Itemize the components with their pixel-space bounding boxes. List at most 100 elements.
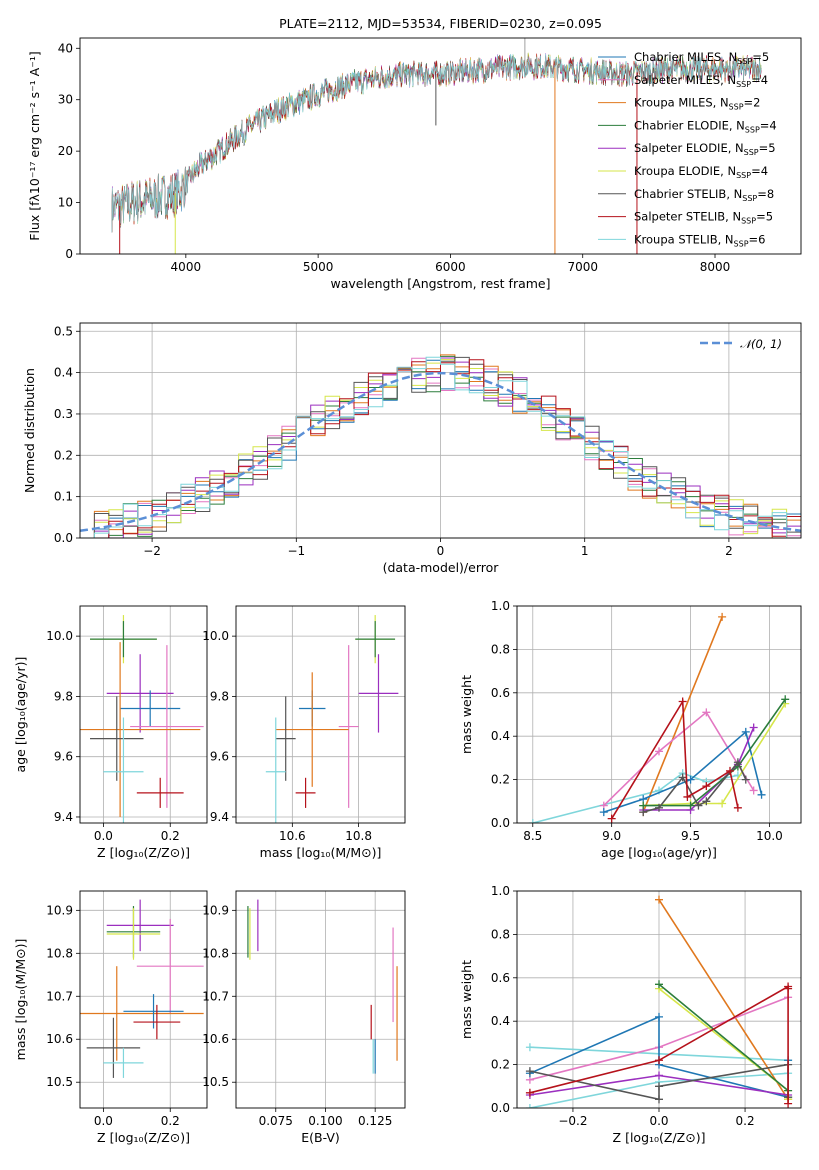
legend-count: =4 — [760, 118, 777, 132]
plus-marker — [655, 895, 663, 904]
legend-label: Salpeter ELODIE, NSSP=5 — [634, 141, 776, 157]
age-vs-mass-panel: 10.6 10.8 9.4 9.6 9.8 10.0 mass [log₁₀(M/M⊙)] — [202, 605, 406, 860]
plus-marker — [655, 1095, 663, 1104]
x-axis-label: E(B-V) — [301, 1130, 340, 1145]
axes-frame — [516, 890, 802, 1109]
y-tick-label: 0 — [65, 247, 73, 261]
legend-count: =5 — [752, 50, 769, 64]
legend-label: Chabrier MILES, NSSP=5 — [634, 50, 769, 66]
plus-marker — [702, 782, 711, 791]
gaussian-curve — [80, 371, 801, 533]
legend-label: Salpeter STELIB, NSSP=5 — [634, 210, 773, 226]
chart-title: PLATE=2112, MJD=53534, FIBERID=0230, z=0… — [279, 16, 602, 31]
x-tick-label: 0.075 — [259, 1114, 293, 1128]
plot-area — [80, 899, 204, 1078]
legend-label: Chabrier ELODIE, NSSP=4 — [634, 118, 777, 134]
residual-histogram-panel: −2 −1 0 1 2 0.0 0.1 0.2 0.3 0.4 0.5 (data-model)/er… — [22, 322, 802, 575]
legend-label: Kroupa ELODIE, NSSP=4 — [634, 164, 768, 180]
y-tick-label: 10 — [58, 196, 73, 210]
y-tick-label: 40 — [58, 41, 73, 55]
x-tick-label: 0.2 — [161, 1114, 180, 1128]
mass-weight-line — [611, 698, 739, 820]
plus-marker — [749, 786, 758, 795]
spectrum-panel: 4000 5000 6000 7000 8000 0 10 20 30 40 wavelength … — [27, 16, 802, 291]
x-axis-label: Z [log₁₀(Z/Z⊙)] — [97, 845, 190, 860]
plus-marker — [718, 612, 727, 621]
y-tick-label: 9.6 — [54, 750, 73, 764]
x-tick-label: 8.5 — [523, 829, 542, 843]
spectrum-line — [111, 53, 762, 233]
y-tick-label: 0.8 — [491, 642, 510, 656]
x-tick-label: 0.100 — [308, 1114, 342, 1128]
plot-area — [265, 615, 399, 823]
y-tick-label: 0.5 — [54, 324, 73, 338]
plus-marker — [639, 808, 648, 817]
y-tick-label: 0.4 — [491, 729, 510, 743]
axes-frame — [79, 605, 208, 824]
plus-marker — [683, 792, 692, 801]
y-tick-label: 0.6 — [491, 971, 510, 985]
x-tick-label: 0.2 — [161, 829, 180, 843]
y-tick-label: 9.4 — [54, 810, 73, 824]
y-tick-label: 10.9 — [46, 903, 73, 917]
plus-marker — [525, 1043, 534, 1052]
y-tick-label: 10.0 — [202, 629, 229, 643]
x-tick-label: −2 — [143, 544, 161, 558]
y-tick-label: 0.0 — [491, 1101, 510, 1115]
y-axis-label: Flux [fλ10⁻¹⁷ erg cm⁻² s⁻¹ A⁻¹] — [27, 51, 42, 240]
x-tick-label: 9.5 — [681, 829, 700, 843]
plus-marker — [726, 766, 734, 775]
x-tick-label: 0.2 — [736, 1114, 755, 1128]
y-axis-label: Normed distribution — [22, 368, 37, 493]
y-tick-label: 10.5 — [46, 1075, 73, 1089]
y-axis-label: mass weight — [459, 675, 474, 754]
y-tick-label: 0.3 — [54, 407, 73, 421]
y-tick-label: 10.7 — [46, 989, 73, 1003]
x-axis-label: (data-model)/error — [383, 560, 500, 575]
plot-area — [80, 615, 204, 823]
legend-label: 𝒩(0, 1) — [740, 337, 782, 351]
y-tick-label: 9.8 — [54, 689, 73, 703]
y-tick-label: 0.0 — [491, 816, 510, 830]
legend-text: Salpeter MILES, N — [634, 73, 736, 87]
legend-label: Salpeter MILES, NSSP=4 — [634, 73, 768, 89]
mass-weight-line — [643, 727, 755, 811]
axes-frame — [79, 37, 802, 255]
legend-text: Kroupa ELODIE, N — [634, 164, 736, 178]
plot-area — [111, 38, 762, 254]
plus-marker — [655, 1071, 663, 1080]
y-tick-label: 0.4 — [54, 366, 73, 380]
plus-marker — [686, 801, 695, 810]
x-tick-label: 10.8 — [345, 829, 372, 843]
mass-vs-extinction-panel: 0.075 0.100 0.125 10.5 10.6 10.7 10.8 10.9 E(B-V… — [202, 890, 406, 1145]
legend-subscript: SSP — [745, 125, 760, 134]
x-tick-label: 7000 — [567, 260, 598, 274]
y-tick-label: 10.8 — [46, 946, 73, 960]
y-tick-label: 20 — [58, 144, 73, 158]
y-tick-label: 10.7 — [202, 989, 229, 1003]
axes-frame — [235, 890, 406, 1109]
x-tick-label: 5000 — [303, 260, 334, 274]
plot-area — [80, 354, 801, 538]
legend-count: =4 — [751, 164, 768, 178]
y-tick-label: 9.4 — [210, 810, 229, 824]
x-axis-label: mass [log₁₀(M/M⊙)] — [260, 845, 382, 860]
y-tick-label: 0.8 — [491, 927, 510, 941]
plus-marker — [741, 727, 750, 736]
y-tick-label: 9.8 — [210, 689, 229, 703]
axes-frame — [516, 605, 802, 824]
plus-marker — [655, 980, 663, 989]
age-vs-metallicity-panel: 0.0 0.2 9.4 9.6 9.8 10.0 Z [log₁₀(Z/Z⊙)] age [l… — [13, 605, 208, 860]
plus-marker — [655, 747, 663, 756]
y-tick-label: 0.2 — [491, 773, 510, 787]
y-tick-label: 10.0 — [46, 629, 73, 643]
legend-count: =2 — [744, 96, 761, 110]
plus-marker — [781, 695, 790, 704]
plus-marker — [655, 803, 663, 812]
plus-marker — [686, 775, 695, 784]
x-tick-label: −1 — [287, 544, 305, 558]
y-tick-label: 1.0 — [491, 884, 510, 898]
axes-frame — [235, 605, 406, 824]
plus-marker — [702, 708, 711, 717]
x-axis-label: Z [log₁₀(Z/Z⊙)] — [613, 1130, 706, 1145]
